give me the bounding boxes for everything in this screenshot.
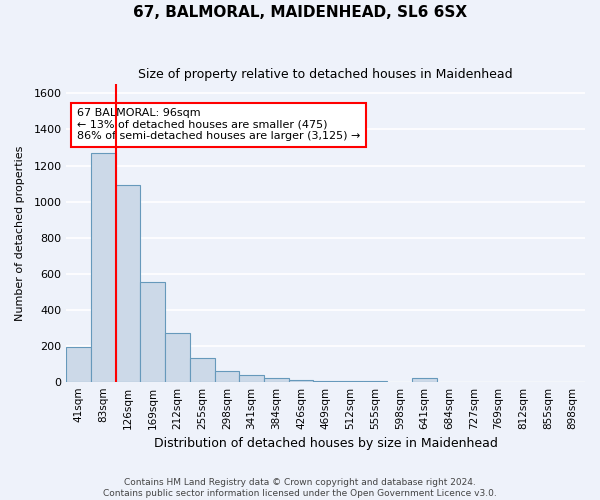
Bar: [140, 282, 165, 382]
Text: Contains HM Land Registry data © Crown copyright and database right 2024.
Contai: Contains HM Land Registry data © Crown c…: [103, 478, 497, 498]
Bar: [412, 378, 437, 382]
Bar: [165, 333, 190, 382]
Bar: [91, 153, 116, 382]
Bar: [116, 186, 140, 382]
Bar: [363, 381, 388, 382]
Bar: [67, 346, 91, 382]
Y-axis label: Number of detached properties: Number of detached properties: [15, 146, 25, 321]
Title: Size of property relative to detached houses in Maidenhead: Size of property relative to detached ho…: [139, 68, 513, 80]
X-axis label: Distribution of detached houses by size in Maidenhead: Distribution of detached houses by size …: [154, 437, 497, 450]
Bar: [313, 381, 338, 382]
Bar: [190, 358, 215, 382]
Bar: [239, 376, 264, 382]
Bar: [215, 371, 239, 382]
Bar: [338, 381, 363, 382]
Text: 67 BALMORAL: 96sqm
← 13% of detached houses are smaller (475)
86% of semi-detach: 67 BALMORAL: 96sqm ← 13% of detached hou…: [77, 108, 360, 142]
Bar: [289, 380, 313, 382]
Text: 67, BALMORAL, MAIDENHEAD, SL6 6SX: 67, BALMORAL, MAIDENHEAD, SL6 6SX: [133, 5, 467, 20]
Bar: [264, 378, 289, 382]
